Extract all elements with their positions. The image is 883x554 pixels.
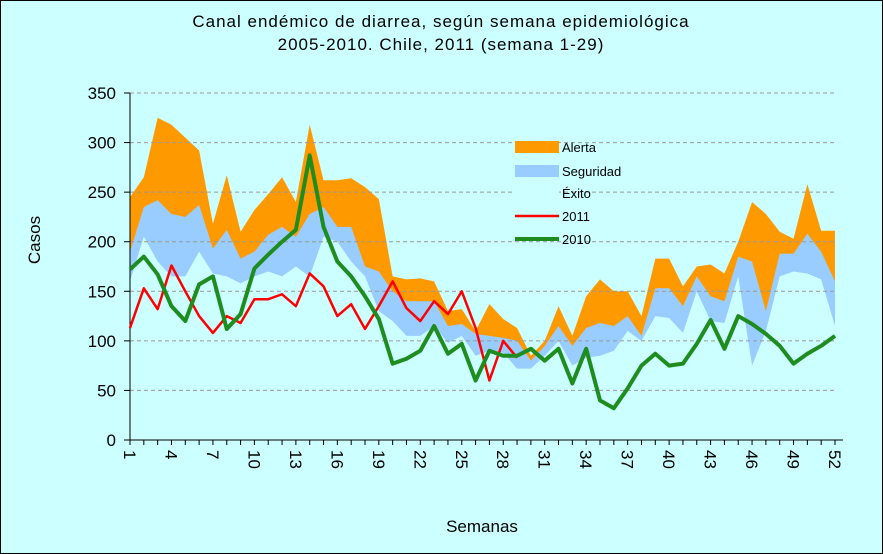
x-tick-label: 43	[701, 450, 720, 469]
x-tick-label: 25	[452, 450, 471, 469]
legend-swatch	[515, 187, 559, 199]
x-tick-label: 49	[784, 450, 803, 469]
x-tick-label: 19	[369, 450, 388, 469]
chart-subtitle: 2005-2010. Chile, 2011 (semana 1-29)	[278, 35, 605, 54]
x-tick-label: 52	[825, 450, 844, 469]
x-tick-label: 16	[327, 450, 346, 469]
x-tick-label: 46	[742, 450, 761, 469]
y-tick-label: 0	[107, 431, 116, 450]
legend-label: Seguridad	[562, 164, 621, 179]
x-tick-label: 4	[161, 450, 180, 459]
y-tick-label: 200	[88, 233, 116, 252]
x-tick-label: 1	[120, 450, 139, 459]
y-tick-label: 50	[97, 381, 116, 400]
x-tick-label: 40	[659, 450, 678, 469]
y-tick-label: 150	[88, 282, 116, 301]
x-tick-label: 34	[576, 450, 595, 469]
x-tick-label: 28	[493, 450, 512, 469]
area	[130, 236, 835, 440]
y-axis-label: Casos	[25, 216, 44, 264]
x-tick-label: 7	[203, 450, 222, 459]
line	[128, 264, 519, 382]
chart-title: Canal endémico de diarrea, según semana …	[192, 12, 689, 31]
x-tick-label: 10	[244, 450, 263, 469]
legend-swatch	[515, 165, 559, 177]
legend-label: 2011	[562, 209, 590, 224]
x-tick-label: 22	[410, 450, 429, 469]
x-axis-label: Semanas	[446, 517, 518, 536]
y-tick-label: 250	[88, 183, 116, 202]
legend-label: 2010	[562, 232, 591, 247]
y-tick-label: 350	[88, 84, 116, 103]
legend-label: Alerta	[562, 140, 597, 155]
line	[128, 153, 837, 411]
y-tick-label: 300	[88, 134, 116, 153]
x-tick-label: 13	[286, 450, 305, 469]
x-tick-label: 37	[618, 450, 637, 469]
y-tick-label: 100	[88, 332, 116, 351]
legend-label: Éxito	[562, 186, 591, 201]
legend-swatch	[515, 141, 559, 153]
x-tick-label: 31	[535, 450, 554, 469]
